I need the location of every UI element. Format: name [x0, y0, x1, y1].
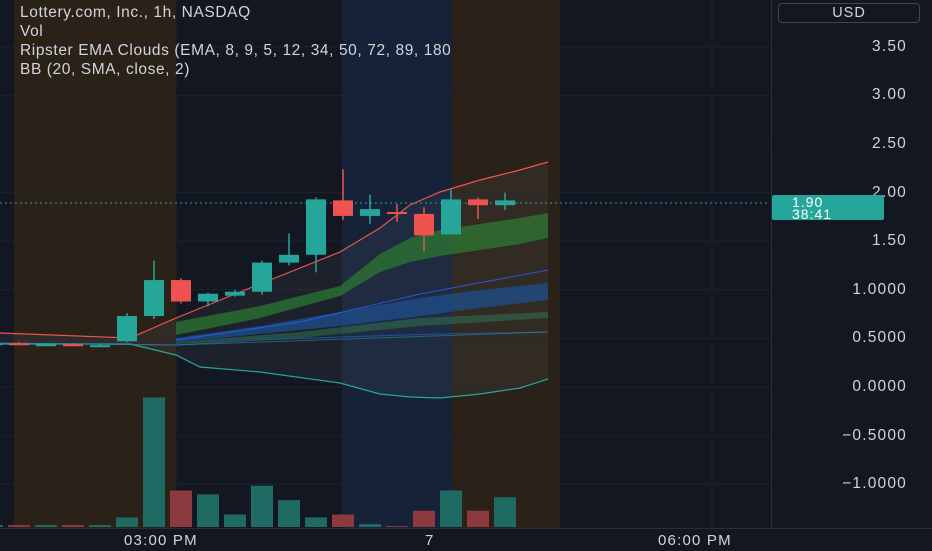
volume-bar — [332, 514, 354, 527]
volume-bar — [278, 500, 300, 527]
time-tick-label: 06:00 PM — [658, 532, 732, 549]
candle-body — [252, 262, 272, 292]
bollinger-lower — [0, 343, 549, 399]
candle-body — [279, 254, 299, 263]
candle-body — [198, 293, 218, 302]
price-tick-label: 1.0000 — [852, 280, 907, 298]
volume-bar — [386, 526, 408, 528]
currency-button[interactable]: USD — [778, 3, 920, 23]
ema-cloud-slow — [176, 312, 548, 344]
time-tick-label: 7 — [425, 532, 435, 549]
symbol-title[interactable]: Lottery.com, Inc., 1h, NASDAQ — [20, 4, 251, 21]
volume-bar — [494, 497, 516, 527]
candle-body — [171, 280, 191, 302]
candle-body — [333, 200, 353, 216]
price-tick-label: −1.0000 — [842, 475, 907, 493]
bar-countdown: 38:41 — [792, 206, 833, 222]
candle-body — [117, 316, 137, 342]
candle-body — [9, 343, 29, 346]
price-tick-label: −0.5000 — [842, 426, 907, 444]
time-axis[interactable]: 3 03:00 PM 7 06:00 PM — [0, 528, 932, 551]
afterhours-shade — [452, 0, 560, 528]
time-tick-label: 3 — [0, 532, 2, 549]
price-axis[interactable]: 3.50 3.00 2.50 2.00 1.50 1.0000 0.5000 0.0000 −0… — [771, 0, 932, 528]
candle-body — [144, 280, 164, 317]
volume-bar — [467, 510, 489, 527]
ema-line-slow — [0, 331, 549, 346]
volume-bar — [62, 525, 84, 527]
indicator-bollinger[interactable]: BB (20, SMA, close, 2) — [20, 61, 190, 78]
chart-legend: Lottery.com, Inc., 1h, NASDAQ Vol Ripste… — [20, 3, 770, 79]
ema-cloud-green — [176, 213, 548, 335]
volume-bar — [89, 525, 111, 527]
volume-bar — [170, 490, 192, 527]
price-tick-label: 0.0000 — [852, 378, 907, 395]
volume-bar — [8, 525, 30, 527]
volume-bar — [359, 524, 381, 527]
candle-body — [225, 291, 245, 296]
volume-bar — [305, 517, 327, 527]
price-tick-label: 1.50 — [872, 232, 907, 250]
indicator-vol[interactable]: Vol — [20, 23, 44, 40]
volume-bar — [224, 514, 246, 527]
candle-body — [414, 213, 434, 236]
candle-body — [495, 200, 515, 206]
price-tick-label: 2.50 — [872, 135, 907, 152]
volume-bar — [35, 525, 57, 527]
volume-bar — [440, 490, 462, 527]
candle-body — [90, 345, 110, 348]
price-tick-label: 0.5000 — [852, 329, 907, 347]
candle-body — [306, 199, 326, 255]
volume-bar — [116, 517, 138, 527]
last-price-value: 1.90 — [792, 194, 824, 210]
candle-body — [63, 344, 83, 347]
indicator-ripster-ema[interactable]: Ripster EMA Clouds (EMA, 8, 9, 5, 12, 34… — [20, 42, 452, 59]
volume-bar — [197, 494, 219, 527]
candle-body — [387, 212, 407, 215]
last-price-badge: 1.90 38:41 — [772, 194, 884, 222]
volume-bar — [251, 485, 273, 527]
volume-bar — [143, 397, 165, 527]
price-tick-label: 3.00 — [872, 86, 907, 104]
candle-body — [360, 209, 380, 216]
ema-cloud-blue — [176, 283, 548, 342]
price-chart[interactable] — [0, 0, 770, 528]
price-tick-label: 3.50 — [872, 37, 907, 55]
candle-body — [36, 344, 56, 347]
time-tick-label: 03:00 PM — [124, 532, 198, 549]
volume-bar — [413, 510, 435, 527]
bollinger-upper — [0, 161, 549, 339]
ema-line-fast — [175, 269, 549, 341]
candle-body — [468, 199, 488, 206]
volume-bar — [0, 525, 3, 527]
candle-body — [0, 343, 2, 346]
chart-area[interactable]: Lottery.com, Inc., 1h, NASDAQ Vol Ripste… — [0, 0, 770, 528]
candle-body — [441, 199, 461, 235]
